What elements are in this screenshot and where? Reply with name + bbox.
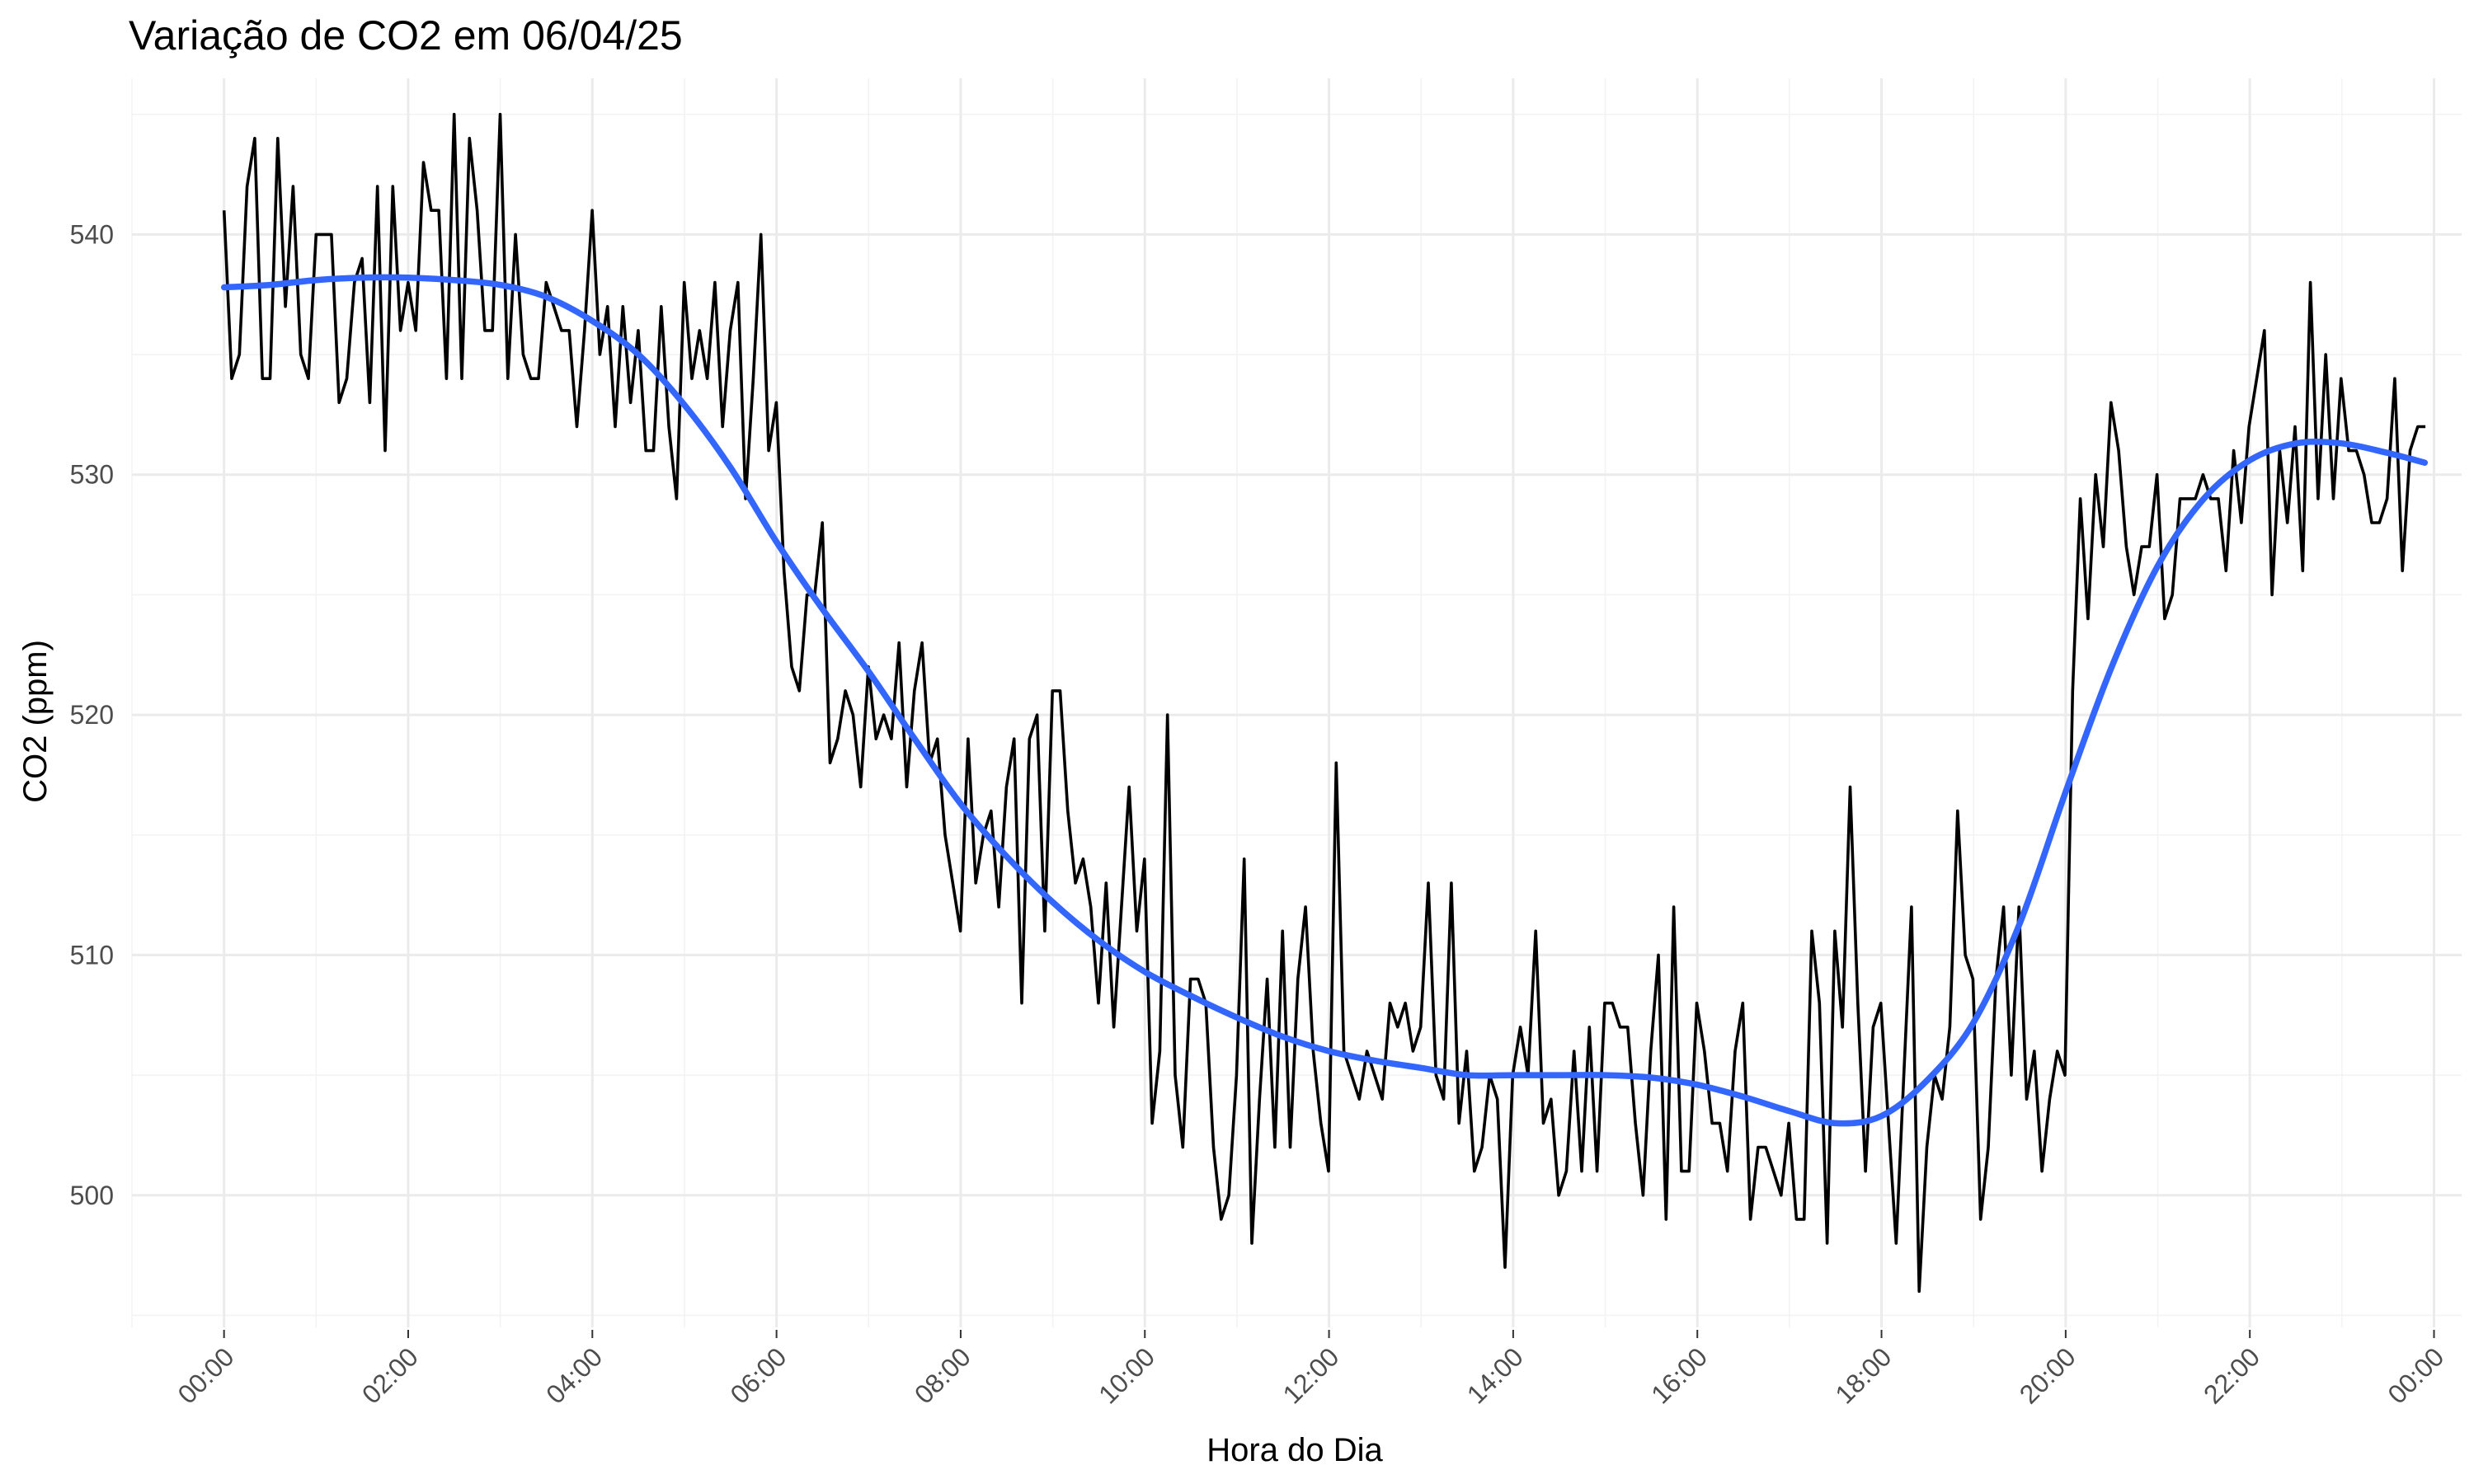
x-axis-title: Hora do Dia <box>1206 1432 1383 1468</box>
x-tick-label: 06:00 <box>724 1341 792 1409</box>
y-tick-label: 540 <box>70 219 114 249</box>
x-tick-label: 16:00 <box>1645 1341 1713 1409</box>
series-layer <box>220 112 2429 1294</box>
x-tick-label: 00:00 <box>2382 1341 2449 1409</box>
y-tick-label: 530 <box>70 460 114 490</box>
chart-title: Variação de CO2 em 06/04/25 <box>129 12 683 59</box>
x-tick-label: 02:00 <box>356 1341 424 1409</box>
tick-layer: 00:00 02:00 04:00 06:00 08:00 10:00 12:00 14:00… <box>70 219 2450 1409</box>
y-tick-label: 510 <box>70 940 114 970</box>
x-tick-label: 10:00 <box>1093 1341 1160 1409</box>
x-tick-label: 08:00 <box>909 1341 976 1409</box>
co2-observed-line <box>222 112 2426 1294</box>
x-tick-label: 12:00 <box>1277 1341 1344 1409</box>
x-tick-label: 22:00 <box>2198 1341 2265 1409</box>
x-tick-label: 18:00 <box>1829 1341 1897 1409</box>
x-tick-label: 20:00 <box>2014 1341 2081 1409</box>
x-tick-label: 04:00 <box>540 1341 608 1409</box>
x-tick-label: 14:00 <box>1461 1341 1529 1409</box>
x-tick-label: 00:00 <box>172 1341 240 1409</box>
y-tick-label: 520 <box>70 700 114 730</box>
y-axis-title: CO2 (ppm) <box>17 640 54 803</box>
co2-smoothed-trend-line <box>220 274 2429 1127</box>
y-tick-label: 500 <box>70 1181 114 1210</box>
